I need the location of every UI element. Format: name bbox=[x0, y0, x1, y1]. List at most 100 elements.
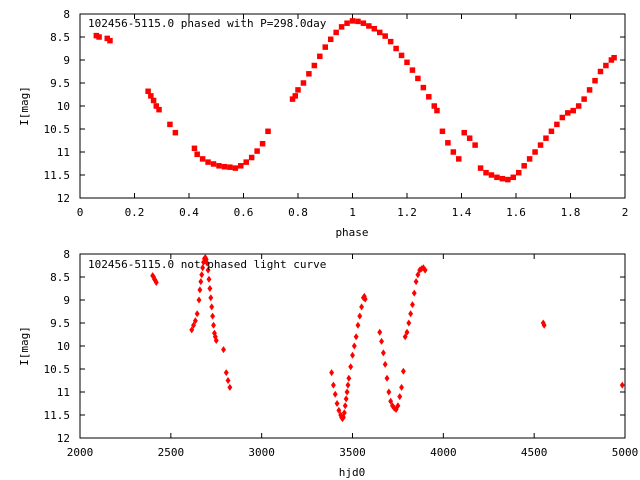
phased-data-point bbox=[227, 164, 233, 170]
phased-data-point bbox=[205, 159, 211, 165]
unphased-data-point bbox=[209, 303, 215, 311]
unphased-y-ticks: 8 8.5 9 9.5 10 10.5 11 11.5 12 bbox=[44, 248, 625, 445]
phased-data-point bbox=[393, 45, 399, 52]
phased-data-point bbox=[477, 165, 484, 171]
unphased-chart-title: 102456-5115.0 not phased light curve bbox=[88, 258, 326, 271]
phased-data-point bbox=[494, 174, 500, 181]
phased-x-tick-label: 1.2 bbox=[397, 206, 417, 219]
unphased-data-point bbox=[377, 328, 383, 336]
phased-y-tick-label: 9.5 bbox=[50, 77, 70, 90]
phased-data-point bbox=[167, 121, 173, 128]
phased-data-point bbox=[156, 106, 162, 113]
phased-data-point bbox=[461, 129, 467, 136]
phased-data-point bbox=[548, 128, 555, 135]
unphased-data-point bbox=[410, 301, 415, 309]
unphased-y-tick-label: 12 bbox=[57, 432, 70, 445]
phased-data-point bbox=[420, 84, 427, 91]
unphased-data-point bbox=[334, 400, 340, 407]
phased-data-point bbox=[317, 53, 323, 60]
phased-data-point bbox=[483, 169, 489, 176]
phased-data-point bbox=[216, 163, 222, 169]
phased-data-point bbox=[360, 20, 367, 26]
phased-data-point bbox=[387, 38, 394, 45]
phased-data-point bbox=[232, 165, 239, 171]
unphased-data-point bbox=[227, 383, 233, 391]
unphased-data-point bbox=[350, 351, 355, 359]
phased-y-tick-label: 9 bbox=[63, 54, 70, 67]
phased-data-point bbox=[505, 176, 511, 183]
phased-y-tick-label: 11 bbox=[57, 146, 70, 159]
unphased-data-points bbox=[150, 254, 625, 423]
unphased-x-ticks: 2000 2500 3000 3500 4000 4500 5000 bbox=[67, 254, 638, 459]
phased-data-point bbox=[431, 103, 437, 109]
unphased-data-point bbox=[196, 296, 202, 304]
phased-data-point bbox=[488, 172, 495, 178]
unphased-y-tick-label: 11 bbox=[57, 386, 70, 399]
unphased-data-point bbox=[204, 259, 210, 267]
phased-data-point bbox=[238, 163, 244, 169]
unphased-data-point bbox=[199, 271, 205, 279]
unphased-data-point bbox=[400, 367, 406, 375]
phased-y-tick-label: 8 bbox=[63, 8, 70, 21]
phased-y-ticks: 8 8.5 9 9.5 10 10.5 11 11.5 12 bbox=[44, 8, 625, 205]
unphased-x-tick-label: 4500 bbox=[521, 446, 548, 459]
phased-x-tick-label: 1.4 bbox=[452, 206, 472, 219]
unphased-data-point bbox=[332, 390, 338, 398]
phased-data-point bbox=[565, 110, 571, 116]
phased-data-point bbox=[306, 71, 312, 77]
unphased-data-point bbox=[153, 279, 159, 287]
phased-data-point bbox=[543, 135, 549, 141]
unphased-y-tick-label: 9 bbox=[63, 294, 70, 307]
unphased-data-point bbox=[415, 271, 421, 279]
phased-data-point bbox=[172, 129, 179, 136]
unphased-data-point bbox=[344, 388, 350, 396]
phased-data-point bbox=[322, 44, 328, 50]
phased-data-point bbox=[295, 87, 301, 93]
phased-data-point bbox=[243, 159, 249, 165]
phased-data-point bbox=[426, 94, 432, 100]
unphased-x-tick-label: 3000 bbox=[248, 446, 275, 459]
unphased-y-axis-label: I[mag] bbox=[18, 326, 31, 366]
unphased-data-point bbox=[399, 383, 404, 391]
phased-data-point bbox=[199, 156, 206, 162]
phased-data-point bbox=[439, 128, 446, 135]
phased-data-point bbox=[581, 96, 587, 102]
unphased-data-point bbox=[203, 256, 209, 264]
phased-data-point bbox=[445, 140, 451, 146]
phased-data-point bbox=[210, 161, 217, 167]
phased-data-point bbox=[409, 67, 416, 73]
phased-data-point bbox=[597, 68, 604, 75]
unphased-data-point bbox=[357, 312, 363, 320]
unphased-data-point bbox=[343, 395, 349, 403]
phased-data-point bbox=[355, 18, 361, 25]
unphased-data-point bbox=[191, 321, 196, 329]
phased-x-tick-label: 0.2 bbox=[125, 206, 145, 219]
phased-x-tick-label: 0 bbox=[77, 206, 84, 219]
phased-data-point bbox=[248, 154, 255, 161]
unphased-y-tick-label: 11.5 bbox=[44, 409, 71, 422]
phased-x-tick-label: 2 bbox=[622, 206, 629, 219]
phased-data-point bbox=[611, 54, 617, 61]
unphased-x-axis-label: hjd0 bbox=[339, 466, 366, 479]
phased-data-point bbox=[398, 52, 405, 59]
phased-data-point bbox=[456, 156, 462, 162]
unphased-data-point bbox=[213, 336, 219, 344]
phased-chart-title: 102456-5115.0 phased with P=298.0day bbox=[88, 17, 327, 30]
phased-data-point bbox=[254, 148, 260, 154]
phased-y-tick-label: 11.5 bbox=[44, 169, 71, 182]
unphased-data-point bbox=[192, 317, 198, 325]
phased-data-point bbox=[289, 96, 296, 102]
unphased-data-point bbox=[207, 285, 213, 292]
unphased-data-point bbox=[382, 360, 388, 368]
unphased-x-tick-label: 4000 bbox=[430, 446, 457, 459]
unphased-y-tick-label: 10.5 bbox=[44, 363, 71, 376]
phased-data-point bbox=[592, 77, 598, 84]
unphased-data-point bbox=[379, 337, 385, 345]
phased-data-point bbox=[603, 62, 609, 69]
phased-data-point bbox=[349, 18, 356, 24]
unphased-data-point bbox=[359, 303, 365, 311]
phased-data-point bbox=[450, 149, 457, 155]
phased-y-tick-label: 10.5 bbox=[44, 123, 71, 136]
phased-data-point bbox=[194, 151, 200, 158]
unphased-data-point bbox=[541, 321, 547, 329]
